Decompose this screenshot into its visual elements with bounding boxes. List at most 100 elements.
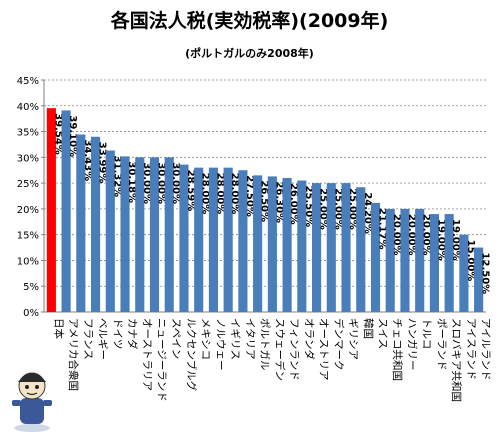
y-tick-label: 25% bbox=[17, 179, 39, 190]
bar bbox=[356, 187, 366, 312]
bar bbox=[385, 208, 395, 312]
bar bbox=[282, 177, 292, 312]
bar bbox=[297, 180, 307, 312]
data-label: 25.00% bbox=[318, 188, 329, 230]
data-label: 30.18% bbox=[126, 161, 137, 203]
x-tick-label: チェコ共和国 bbox=[391, 318, 403, 381]
bar bbox=[459, 234, 469, 312]
x-tick-label: ルクセンブルグ bbox=[185, 318, 198, 392]
data-label: 39.10% bbox=[67, 115, 78, 157]
x-tick-label: デンマーク bbox=[332, 318, 345, 371]
x-tick-label: スロバキア共和国 bbox=[450, 318, 462, 402]
x-tick-label: ノルウェー bbox=[214, 318, 226, 371]
x-tick-label: アイスランド bbox=[465, 318, 477, 380]
data-label: 30.00% bbox=[141, 162, 152, 204]
data-label: 33.99% bbox=[97, 142, 108, 184]
bar bbox=[208, 167, 219, 312]
y-tick-label: 15% bbox=[17, 231, 39, 242]
bar bbox=[149, 157, 160, 312]
x-tick-label: ギリシア bbox=[347, 318, 359, 360]
y-tick-label: 35% bbox=[17, 128, 39, 139]
data-label: 26.00% bbox=[288, 183, 299, 225]
bar bbox=[238, 170, 248, 312]
data-label: 25.00% bbox=[347, 188, 358, 230]
bar bbox=[223, 167, 233, 312]
x-tick-label: ドイツ bbox=[111, 318, 123, 350]
x-tick-label: ハンガリー bbox=[406, 318, 418, 371]
y-tick-label: 10% bbox=[17, 256, 39, 267]
bar bbox=[415, 208, 425, 312]
x-tick-label: アメリカ合衆国 bbox=[67, 318, 80, 391]
bar bbox=[474, 247, 484, 312]
x-tick-label: スイス bbox=[377, 318, 389, 349]
data-label: 20.00% bbox=[421, 214, 432, 256]
data-label: 25.00% bbox=[332, 188, 343, 230]
bar bbox=[135, 157, 145, 312]
data-label: 20.00% bbox=[406, 214, 417, 256]
data-label: 28.00% bbox=[229, 173, 240, 215]
bar bbox=[120, 156, 130, 312]
x-tick-label: 韓国 bbox=[362, 318, 374, 339]
x-tick-label: トルコ bbox=[421, 318, 433, 349]
data-label: 20.00% bbox=[391, 214, 402, 256]
bar bbox=[267, 176, 277, 312]
data-label: 28.00% bbox=[214, 173, 225, 215]
x-tick-label: ポルトガル bbox=[259, 318, 271, 371]
bar bbox=[194, 167, 204, 312]
x-tick-label: イタリア bbox=[244, 318, 256, 360]
x-tick-label: ベルギー bbox=[97, 318, 109, 360]
data-label: 39.54% bbox=[52, 113, 63, 155]
x-tick-label: ニュージーランド bbox=[156, 318, 168, 402]
bar bbox=[46, 108, 56, 313]
y-tick-label: 45% bbox=[17, 76, 39, 87]
data-label: 12.50% bbox=[480, 253, 491, 295]
bar bbox=[253, 175, 263, 312]
y-tick-label: 40% bbox=[17, 102, 39, 113]
data-label: 28.59% bbox=[185, 170, 196, 212]
x-tick-label: オーストリア bbox=[318, 318, 330, 380]
data-label: 30.00% bbox=[170, 162, 181, 204]
bar bbox=[76, 134, 86, 312]
bar bbox=[61, 110, 71, 312]
data-label: 27.50% bbox=[244, 175, 255, 217]
bar bbox=[341, 183, 351, 312]
data-label: 21.17% bbox=[377, 208, 388, 250]
y-tick-label: 30% bbox=[17, 153, 39, 164]
data-label: 26.30% bbox=[273, 181, 284, 223]
x-tick-label: カナダ bbox=[126, 318, 139, 350]
bar bbox=[400, 208, 410, 312]
data-label: 26.50% bbox=[259, 180, 270, 222]
data-label: 19.00% bbox=[450, 219, 461, 261]
x-tick-label: フランス bbox=[82, 318, 94, 360]
x-tick-label: 日本 bbox=[52, 318, 65, 339]
data-label: 30.00% bbox=[156, 162, 167, 204]
data-label: 15.00% bbox=[465, 240, 476, 282]
x-tick-label: スペイン bbox=[170, 318, 182, 359]
x-tick-label: イギリス bbox=[229, 318, 241, 360]
x-tick-label: アイルランド bbox=[480, 318, 492, 380]
x-tick-label: フィンランド bbox=[288, 318, 300, 381]
data-label: 25.50% bbox=[303, 186, 314, 228]
x-tick-label: メキシコ bbox=[200, 318, 212, 360]
bar bbox=[444, 214, 454, 312]
y-tick-label: 0% bbox=[23, 308, 39, 319]
bar bbox=[370, 202, 381, 312]
chart-subtitle: (ポルトガルのみ2008年) bbox=[185, 47, 314, 60]
bar bbox=[105, 150, 115, 312]
bar bbox=[179, 164, 189, 312]
x-tick-label: オーストラリア bbox=[141, 318, 153, 391]
chart-title: 各国法人税(実効税率)(2009年) bbox=[110, 10, 389, 32]
bar bbox=[90, 136, 101, 312]
x-tick-label: オランダ bbox=[303, 318, 316, 360]
bar bbox=[311, 183, 322, 312]
y-tick-label: 5% bbox=[23, 282, 39, 293]
data-label: 31.32% bbox=[111, 156, 122, 198]
data-label: 24.20% bbox=[362, 192, 373, 234]
bar bbox=[429, 214, 440, 312]
mascot-illustration bbox=[12, 372, 52, 432]
bar bbox=[326, 183, 336, 312]
x-tick-label: スウェーデン bbox=[273, 318, 286, 381]
data-label: 19.00% bbox=[435, 219, 446, 261]
